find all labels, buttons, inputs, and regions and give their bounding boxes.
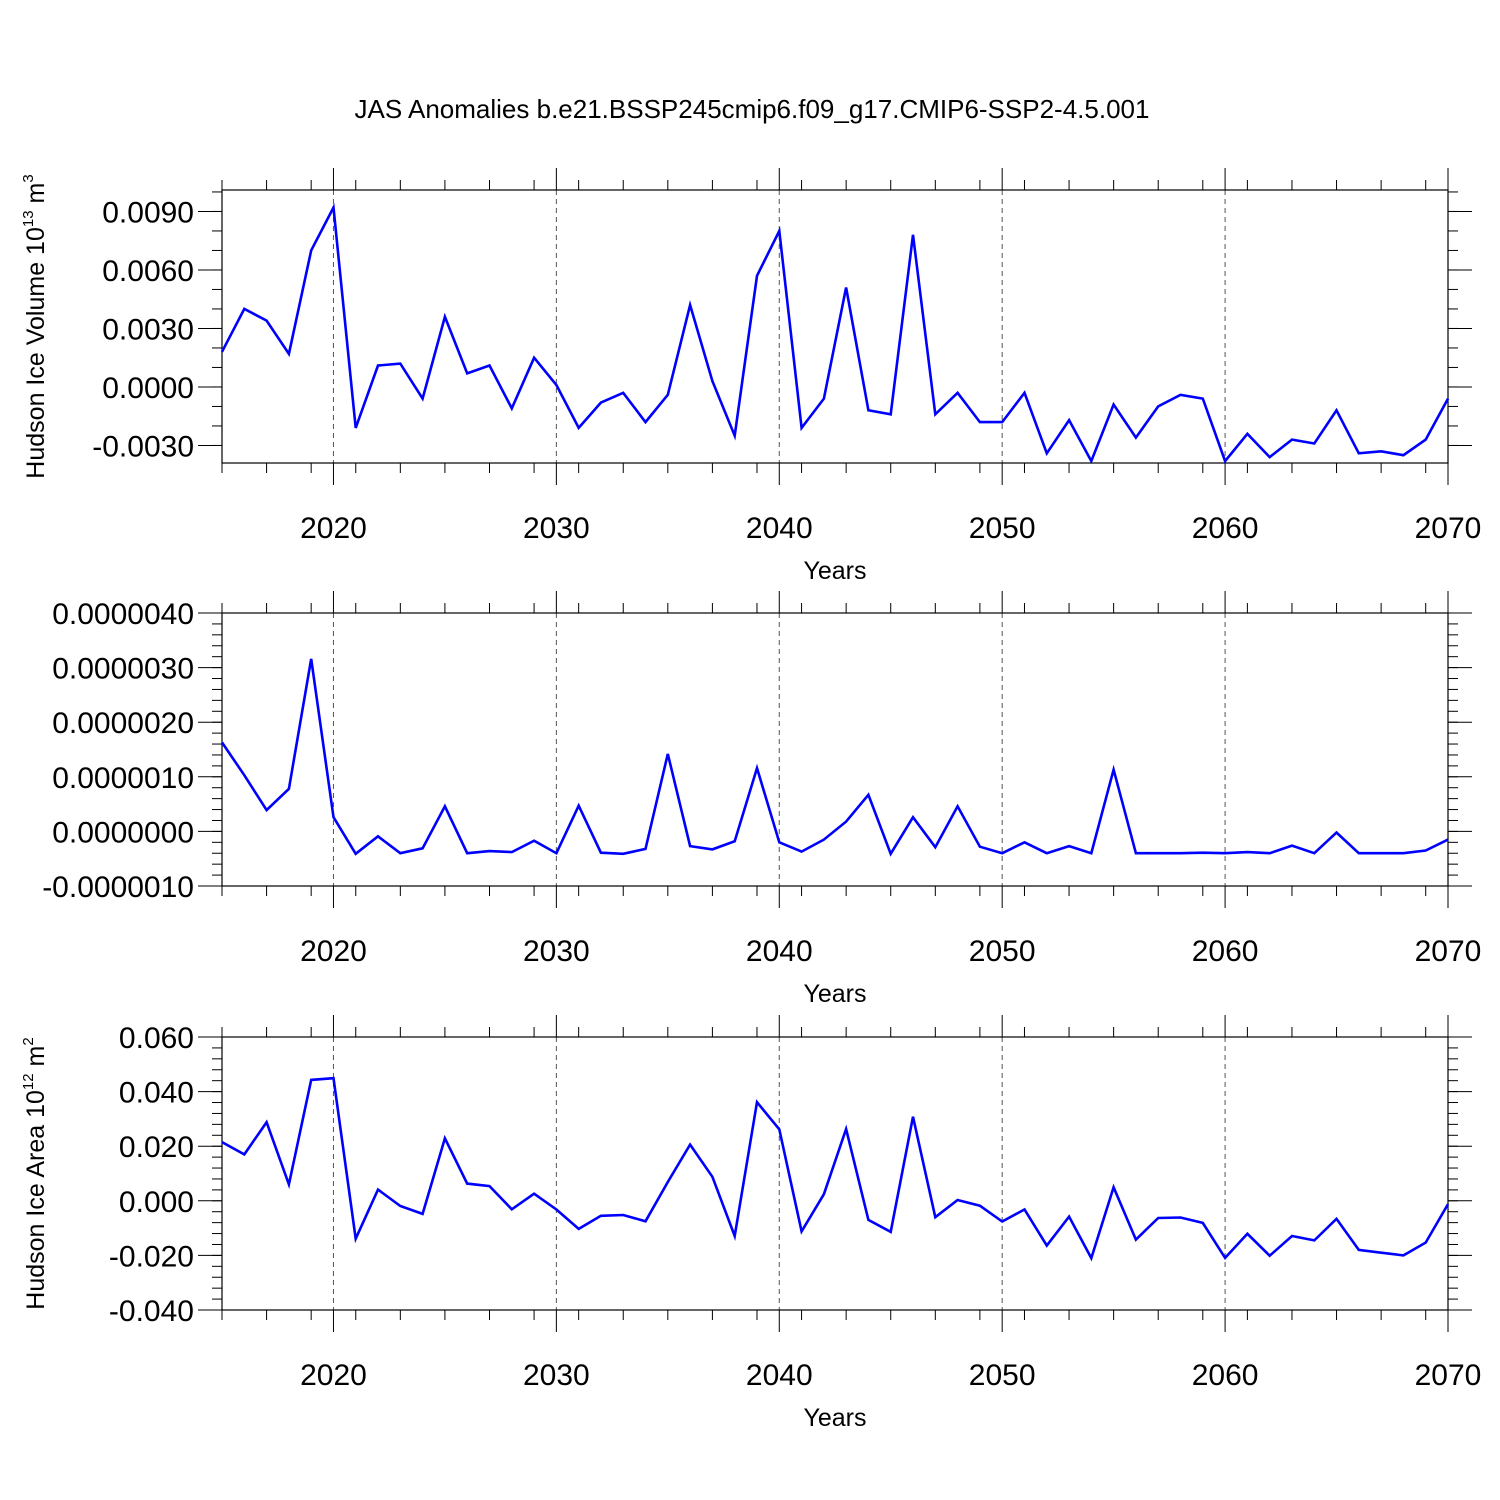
y-axis-title-part: m — [22, 183, 50, 211]
plot-frame — [221, 189, 1449, 464]
y-tick-label: -0.0000010 — [42, 871, 194, 904]
x-tick-label: 2040 — [746, 935, 813, 968]
chart-panel-3: 2020 2030 2040 2050 2060 2070 -0.040 -0.020 0.00… — [20, 1015, 1481, 1432]
y-axis-title-superscript: 3 — [20, 174, 37, 182]
x-tick-label: 2060 — [1192, 935, 1259, 968]
y-axis-title-part: Hudson Ice Area 10 — [22, 1090, 50, 1310]
y-tick-label: 0.060 — [119, 1022, 194, 1055]
x-tick-label: 2050 — [969, 1359, 1036, 1392]
x-tick-label: 2060 — [1192, 512, 1259, 545]
x-tick-label: 2030 — [523, 512, 590, 545]
x-tick-label: 2020 — [300, 512, 367, 545]
y-tick-label: 0.0000 — [102, 372, 194, 405]
y-axis-title-part: Hudson Ice Volume 10 — [22, 227, 50, 479]
x-axis-title: Years — [803, 1404, 866, 1432]
y-tick-label: 0.020 — [119, 1131, 194, 1164]
y-axis-title-superscript: 2 — [20, 1037, 37, 1045]
y-axis-title: Hudson Ice Area 1012 m2 — [20, 1037, 50, 1309]
x-tick-label: 2050 — [969, 512, 1036, 545]
x-tick-label: 2030 — [523, 1359, 590, 1392]
series-line — [220, 203, 1450, 465]
x-axis-title: Years — [803, 557, 866, 585]
y-tick-label: 0.0000000 — [52, 816, 194, 849]
y-tick-label: 0.0000010 — [52, 762, 194, 795]
x-tick-label: 2070 — [1415, 512, 1482, 545]
y-axis-title-superscript: 12 — [20, 1073, 37, 1090]
figure-title: JAS Anomalies b.e21.BSSP245cmip6.f09_g17… — [355, 94, 1150, 124]
x-tick-label: 2040 — [746, 512, 813, 545]
x-tick-label: 2050 — [969, 935, 1036, 968]
y-tick-label: 0.0000030 — [52, 653, 194, 686]
x-tick-label: 2070 — [1415, 935, 1482, 968]
x-tick-label: 2060 — [1192, 1359, 1259, 1392]
series-line — [221, 1076, 1450, 1262]
x-tick-label: 2020 — [300, 1359, 367, 1392]
y-tick-label: 0.0090 — [102, 196, 194, 229]
chart-panel-2: 2020 2030 2040 2050 2060 2070 -0.0000010 0.0000… — [42, 591, 1481, 1008]
y-tick-label: 0.000 — [119, 1186, 194, 1219]
y-tick-label: 0.0030 — [102, 313, 194, 346]
chart-panel-1: 2020 2030 2040 2050 2060 2070 -0.0030 0.0000 0.0… — [20, 168, 1481, 585]
y-tick-label: -0.020 — [109, 1240, 194, 1273]
y-tick-label: 0.0000020 — [52, 707, 194, 740]
plot-frame — [221, 1036, 1449, 1311]
y-tick-label: -0.040 — [109, 1295, 194, 1328]
y-tick-label: 0.040 — [119, 1077, 194, 1110]
y-axis-title-superscript: 13 — [20, 210, 37, 227]
y-tick-label: 0.0060 — [102, 255, 194, 288]
series-line — [220, 658, 1449, 857]
y-tick-label: -0.0030 — [92, 430, 194, 463]
x-tick-label: 2030 — [523, 935, 590, 968]
plot-frame — [221, 612, 1449, 887]
x-tick-label: 2040 — [746, 1359, 813, 1392]
y-axis-title: Hudson Ice Volume 1013 m3 — [20, 174, 50, 478]
y-tick-label: 0.0000040 — [52, 598, 194, 631]
x-tick-label: 2020 — [300, 935, 367, 968]
x-tick-label: 2070 — [1415, 1359, 1482, 1392]
x-axis-title: Years — [803, 980, 866, 1008]
chart-panels: 2020 2030 2040 2050 2060 2070 -0.0030 0.0000 0.0… — [20, 168, 1481, 1432]
y-axis-title-part: m — [22, 1046, 50, 1074]
